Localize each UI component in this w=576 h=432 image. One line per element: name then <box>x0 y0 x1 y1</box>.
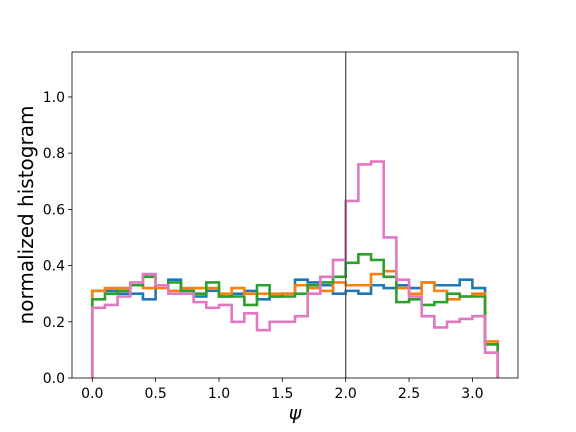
x-axis-ticks: 0.0 0.5 1.0 1.5 2.0 2.5 3.0 <box>81 378 484 402</box>
y-axis-ticks: 0.0 0.2 0.4 0.6 0.8 1.0 <box>43 90 72 387</box>
y-tick-label: 0.8 <box>43 146 65 162</box>
x-tick-label: 0.0 <box>81 386 103 402</box>
plot-frame <box>71 51 519 379</box>
histogram-series-2 <box>90 269 500 378</box>
y-tick-label: 0.4 <box>43 259 65 275</box>
series-layer <box>90 160 500 378</box>
y-tick-label: 1.0 <box>43 90 65 106</box>
histogram-series-4 <box>90 160 500 378</box>
y-tick-label: 0.2 <box>43 315 65 331</box>
y-tick-label: 0.0 <box>43 371 65 387</box>
x-tick-label: 0.5 <box>144 386 166 402</box>
y-axis-label: normalized histogram <box>14 106 38 325</box>
y-tick-label: 0.6 <box>43 202 65 218</box>
x-tick-label: 2.5 <box>398 386 420 402</box>
x-tick-label: 1.5 <box>271 386 293 402</box>
x-tick-label: 3.0 <box>461 386 483 402</box>
x-tick-label: 1.0 <box>208 386 230 402</box>
x-tick-label: 2.0 <box>335 386 357 402</box>
x-axis-label: ψ <box>289 402 302 424</box>
